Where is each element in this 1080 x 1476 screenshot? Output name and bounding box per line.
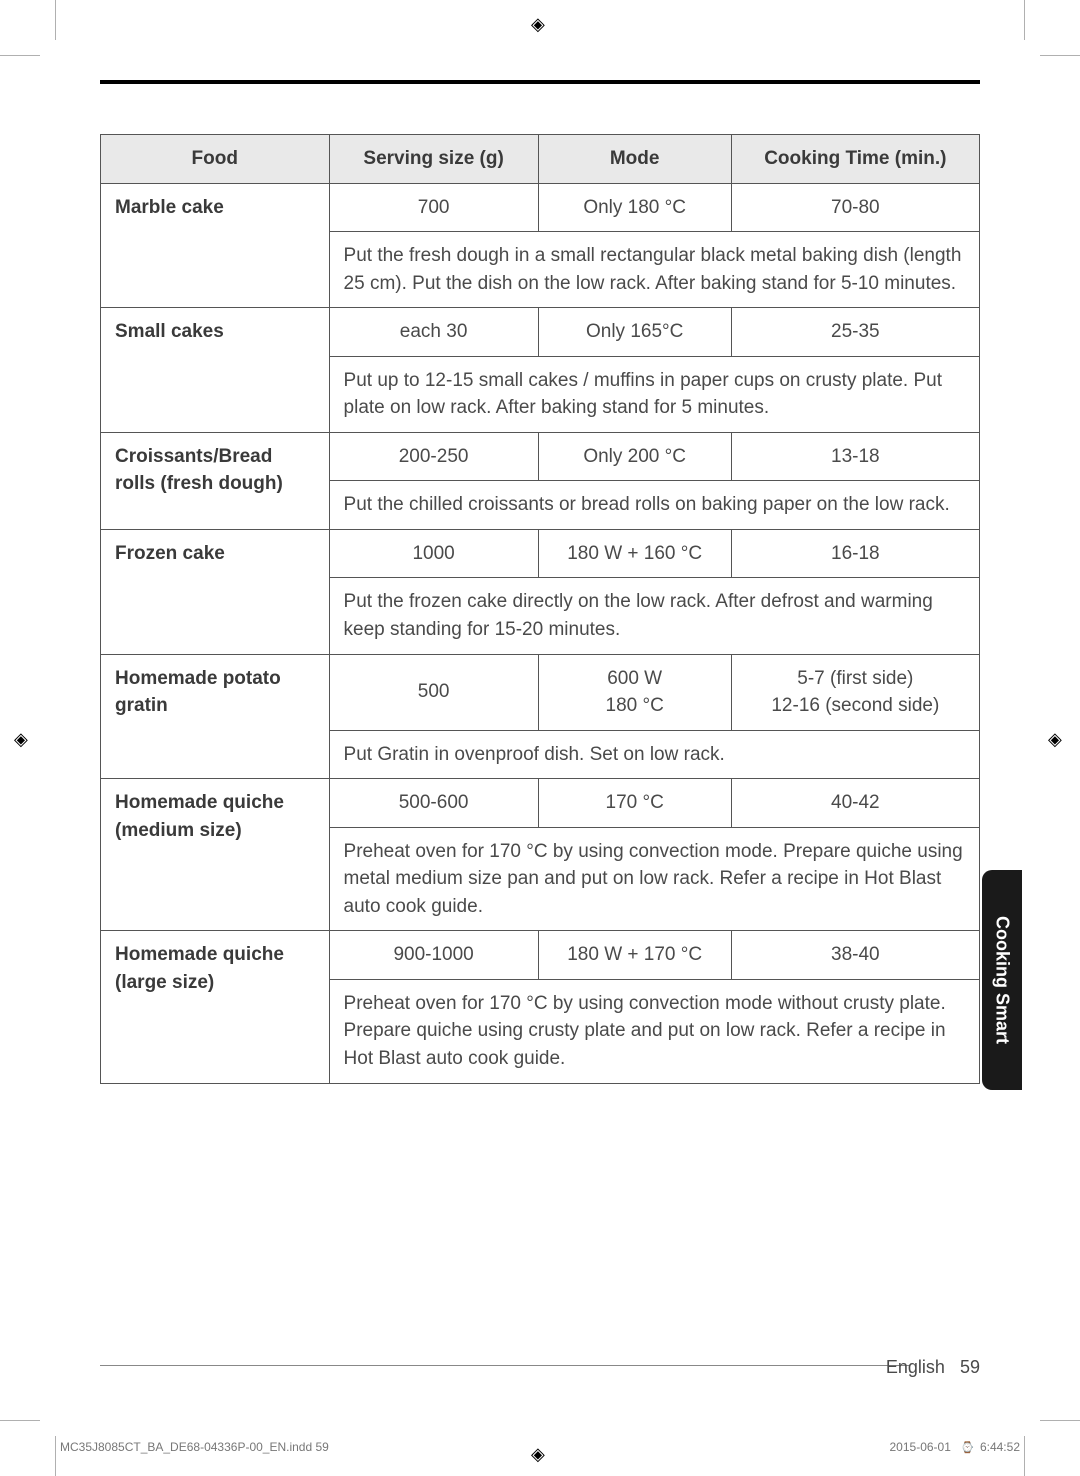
registration-mark (1048, 729, 1066, 747)
cell-serving: 500-600 (329, 779, 538, 828)
food-name: Small cakes (101, 308, 330, 433)
cell-serving: 900-1000 (329, 931, 538, 980)
cell-serving: 200-250 (329, 432, 538, 481)
page-number: English 59 (886, 1357, 980, 1378)
cell-mode: Only 165°C (538, 308, 731, 357)
mode-line2: 180 °C (606, 695, 664, 716)
cell-serving: 1000 (329, 529, 538, 578)
cell-mode: 180 W + 170 °C (538, 931, 731, 980)
cell-mode: 180 W + 160 °C (538, 529, 731, 578)
cell-instructions: Put the frozen cake directly on the low … (329, 578, 979, 654)
table-row: Frozen cake 1000 180 W + 160 °C 16-18 (101, 529, 980, 578)
registration-mark (531, 1444, 549, 1462)
cell-time: 25-35 (731, 308, 979, 357)
table-row: Croissants/Bread rolls (fresh dough) 200… (101, 432, 980, 481)
page-num: 59 (960, 1357, 980, 1377)
cell-time: 40-42 (731, 779, 979, 828)
cell-mode: Only 180 °C (538, 183, 731, 232)
col-mode: Mode (538, 135, 731, 184)
cell-time: 5-7 (first side) 12-16 (second side) (731, 654, 979, 730)
cell-instructions: Put the chilled croissants or bread roll… (329, 481, 979, 530)
clock-icon (961, 1440, 977, 1454)
food-name: Marble cake (101, 183, 330, 308)
cell-serving: each 30 (329, 308, 538, 357)
cell-time: 13-18 (731, 432, 979, 481)
section-rule (100, 80, 980, 84)
food-name: Croissants/Bread rolls (fresh dough) (101, 432, 330, 529)
registration-mark (14, 729, 32, 747)
col-food: Food (101, 135, 330, 184)
side-tab: Cooking Smart (982, 870, 1022, 1090)
table-row: Marble cake 700 Only 180 °C 70-80 (101, 183, 980, 232)
cell-time: 38-40 (731, 931, 979, 980)
cell-instructions: Put up to 12-15 small cakes / muffins in… (329, 356, 979, 432)
food-name: Frozen cake (101, 529, 330, 654)
page-lang: English (886, 1357, 945, 1377)
side-tab-label: Cooking Smart (992, 916, 1013, 1044)
time-line1: 5-7 (first side) (797, 668, 913, 689)
table-row: Homemade quiche (large size) 900-1000 18… (101, 931, 980, 980)
food-name: Homemade potato gratin (101, 654, 330, 779)
cell-mode: 170 °C (538, 779, 731, 828)
page-content: Food Serving size (g) Mode Cooking Time … (100, 80, 980, 1084)
cell-instructions: Put the fresh dough in a small rectangul… (329, 232, 979, 308)
table-row: Small cakes each 30 Only 165°C 25-35 (101, 308, 980, 357)
footer-rule (100, 1365, 910, 1366)
cell-time: 70-80 (731, 183, 979, 232)
cell-instructions: Preheat oven for 170 °C by using convect… (329, 827, 979, 931)
table-row: Homemade quiche (medium size) 500-600 17… (101, 779, 980, 828)
footer-date: 2015-06-01 (890, 1440, 951, 1454)
cell-mode: 600 W 180 °C (538, 654, 731, 730)
food-name: Homemade quiche (medium size) (101, 779, 330, 931)
mode-line1: 600 W (607, 668, 662, 689)
time-line2: 12-16 (second side) (771, 695, 939, 716)
col-time: Cooking Time (min.) (731, 135, 979, 184)
registration-mark (531, 14, 549, 32)
footer-timestamp: 2015-06-01 6:44:52 (890, 1440, 1021, 1454)
food-name: Homemade quiche (large size) (101, 931, 330, 1083)
cell-instructions: Put Gratin in ovenproof dish. Set on low… (329, 730, 979, 779)
table-header-row: Food Serving size (g) Mode Cooking Time … (101, 135, 980, 184)
table-row: Homemade potato gratin 500 600 W 180 °C … (101, 654, 980, 730)
cell-serving: 700 (329, 183, 538, 232)
col-serving: Serving size (g) (329, 135, 538, 184)
cooking-table: Food Serving size (g) Mode Cooking Time … (100, 134, 980, 1084)
cell-time: 16-18 (731, 529, 979, 578)
cell-serving: 500 (329, 654, 538, 730)
cell-instructions: Preheat oven for 170 °C by using convect… (329, 979, 979, 1083)
footer-time: 6:44:52 (980, 1440, 1020, 1454)
footer-filename: MC35J8085CT_BA_DE68-04336P-00_EN.indd 59 (60, 1440, 329, 1454)
cell-mode: Only 200 °C (538, 432, 731, 481)
